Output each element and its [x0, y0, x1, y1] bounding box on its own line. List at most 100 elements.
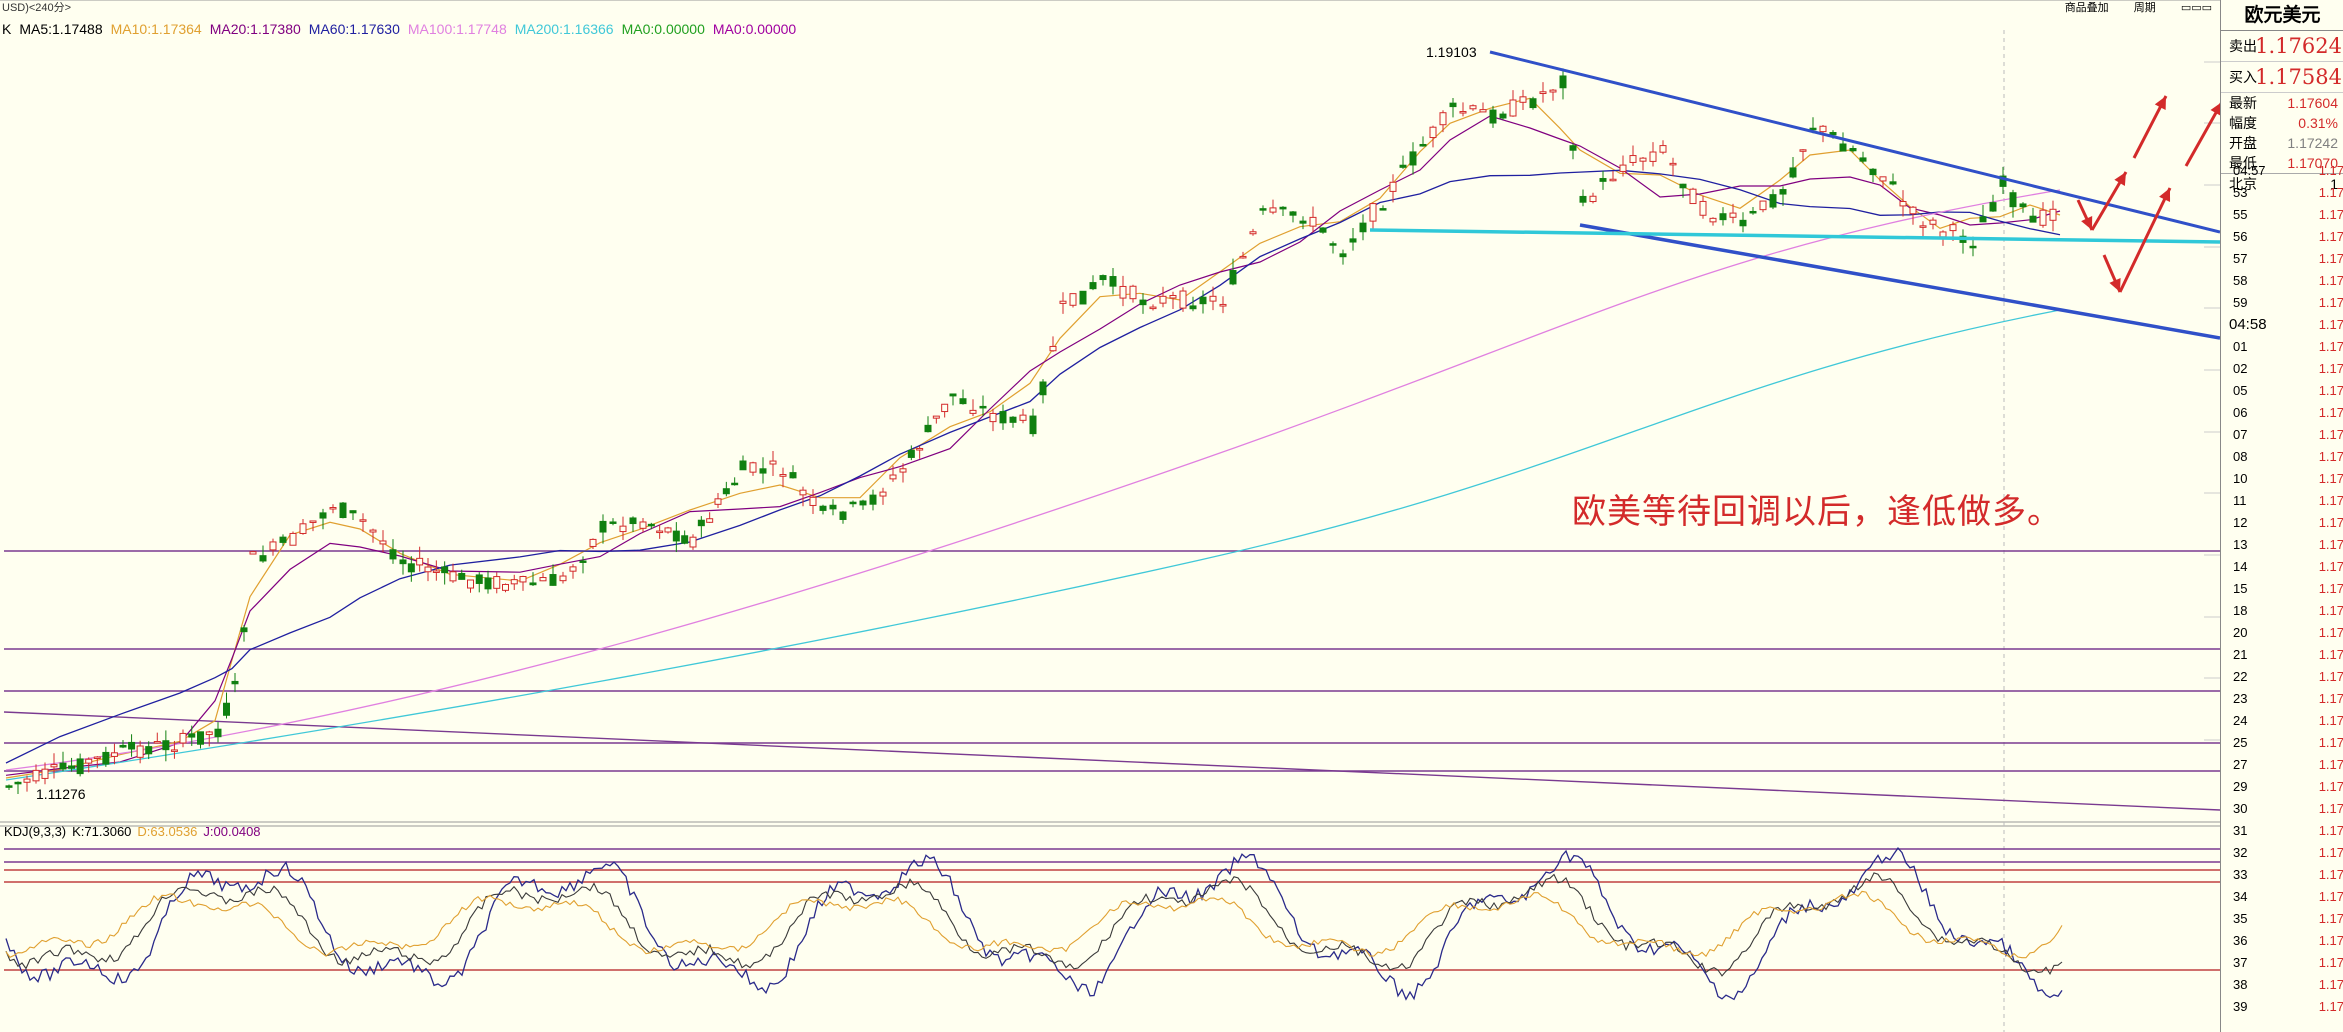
candle-body	[1329, 243, 1337, 246]
kdj-indicator	[5, 847, 2063, 1001]
candle-body	[1979, 216, 1987, 223]
stat-row: 最低 1.17070	[2221, 153, 2343, 173]
tick-time: 34	[2233, 889, 2248, 904]
ma-legend-item: MA200:1.16366	[514, 21, 614, 37]
tick-price: 1.17	[2318, 757, 2343, 772]
instrument-period: USD)<240分>	[2, 2, 72, 14]
period-button[interactable]: 周期	[2133, 2, 2156, 14]
trend-drawings[interactable]	[1369, 50, 2220, 340]
candle-body	[1049, 345, 1057, 352]
tick-time: 06	[2233, 405, 2248, 420]
tick-time: 04:57	[2233, 163, 2266, 178]
candle-body	[2039, 209, 2047, 226]
tick-price: 1.17	[2318, 427, 2343, 442]
tick-time: 56	[2233, 229, 2248, 244]
candle-body	[2029, 215, 2037, 223]
tick-price: 1.17	[2318, 845, 2343, 860]
candle-body	[1069, 293, 1077, 306]
tick-price: 1.17	[2318, 339, 2343, 354]
tick-row: 14 1.17	[2221, 556, 2343, 578]
candle-body	[32, 769, 40, 782]
ma-legend-item: MA60:1.17630	[308, 21, 400, 37]
ma-legend-item: MA5:1.17488	[19, 21, 103, 37]
candle-body	[1759, 200, 1767, 211]
candle-body	[2049, 208, 2057, 221]
candle-body	[869, 494, 877, 505]
candle-body	[656, 530, 664, 534]
candle-body	[1169, 294, 1177, 299]
candle-body	[162, 740, 170, 751]
candle-body	[1879, 176, 1887, 182]
candle-body	[1119, 285, 1127, 299]
tick-row: 55 1.17	[2221, 204, 2343, 226]
ma-legend: K MA5:1.17488 MA10:1.17364 MA20:1.17380 MA60…	[2, 20, 804, 38]
candle-body	[1139, 299, 1147, 306]
candle-body	[879, 491, 887, 497]
stat-row: 幅度 0.31%	[2221, 113, 2343, 133]
buy-row[interactable]: 买入 1.17584	[2221, 62, 2343, 93]
buy-label: 买入	[2229, 69, 2257, 85]
tick-row: 12 1.17	[2221, 512, 2343, 534]
candle-body	[269, 541, 277, 551]
candle-body	[102, 751, 110, 765]
candle-body	[1089, 282, 1097, 290]
ma-legend-item: MA0:0.00000	[621, 21, 705, 37]
candle-body	[1709, 217, 1717, 223]
ma-legend-item: MA100:1.17748	[407, 21, 507, 37]
tick-price: 1.17	[2318, 317, 2343, 332]
beijing-value: 1	[2330, 176, 2338, 192]
candle-body	[714, 498, 722, 505]
candle-body	[1799, 149, 1807, 152]
candle-body	[1189, 305, 1197, 310]
sell-row[interactable]: 卖出 1.17624	[2221, 31, 2343, 62]
window-buttons-icon[interactable]: ▭▭▭	[2180, 2, 2212, 14]
candle-body	[999, 411, 1007, 424]
ma60-line	[5, 169, 2061, 764]
tick-row: 36 1.17	[2221, 930, 2343, 952]
overlay-product-button[interactable]: 商品叠加	[2064, 2, 2109, 14]
arrow-down-2-head	[2109, 278, 2121, 292]
candle-body	[1279, 206, 1287, 210]
tick-price: 1.17	[2318, 581, 2343, 596]
tick-price: 1.17	[2318, 713, 2343, 728]
tick-time: 29	[2233, 779, 2248, 794]
tick-time: 13	[2233, 537, 2248, 552]
candle-body	[279, 536, 287, 543]
ma-legend-item: MA10:1.17364	[110, 21, 202, 37]
candle-body	[214, 728, 222, 738]
tick-row: 15 1.17	[2221, 578, 2343, 600]
candle-body	[689, 536, 697, 548]
tick-price: 1.17	[2318, 955, 2343, 970]
sell-price: 1.17624	[2255, 34, 2342, 58]
candle-body	[299, 523, 307, 534]
candlestick-chart[interactable]	[0, 0, 2220, 1032]
candle-body	[1009, 416, 1017, 423]
candle-body	[249, 551, 257, 555]
tick-price: 1.17	[2318, 493, 2343, 508]
tick-price: 1.17	[2318, 295, 2343, 310]
candle-body	[1849, 148, 1857, 152]
candle-body	[989, 412, 997, 423]
candle-body	[339, 502, 347, 519]
candle-body	[240, 627, 248, 633]
candle-body	[1219, 303, 1227, 307]
arrow-up-3	[2118, 187, 2172, 293]
tick-time: 59	[2233, 295, 2248, 310]
candle-body	[1719, 213, 1727, 221]
tick-time: 23	[2233, 691, 2248, 706]
tick-time: 12	[2233, 515, 2248, 530]
candle-body	[1819, 125, 1827, 133]
candle-body	[1729, 212, 1737, 218]
tick-list[interactable]: 04:57 1.17 53 1.17 55 1.17 56 1.17 57 1.17 58 1.17 5…	[2221, 160, 2343, 1018]
tick-time: 18	[2233, 603, 2248, 618]
tick-time: 31	[2233, 823, 2248, 838]
candle-body	[119, 744, 127, 748]
candle-body	[924, 424, 932, 433]
candle-body	[609, 521, 617, 524]
candle-body	[599, 520, 607, 533]
instrument-title: 欧元美元	[2221, 0, 2343, 31]
tick-row: 25 1.17	[2221, 732, 2343, 754]
candle-body	[849, 501, 857, 505]
tick-row: 31 1.17	[2221, 820, 2343, 842]
tick-row: 04:57 1.17	[2221, 160, 2343, 182]
